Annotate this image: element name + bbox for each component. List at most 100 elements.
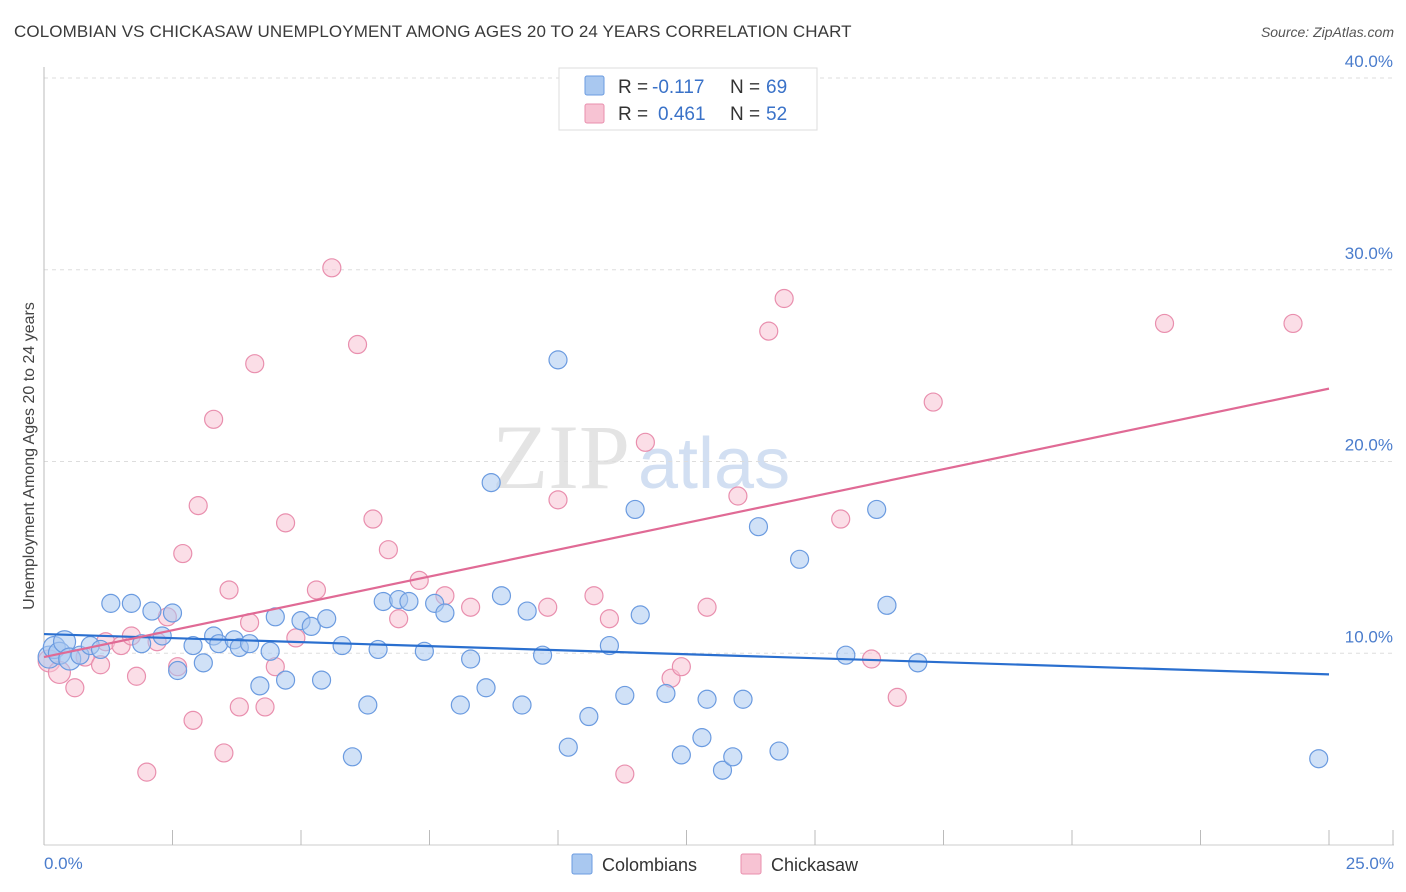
x-tick-label-min: 0.0% — [44, 854, 83, 873]
colombians-point — [671, 745, 691, 765]
chickasaw-point — [461, 597, 481, 617]
colombians-point — [836, 645, 856, 665]
chickasaw-point — [923, 392, 943, 412]
y-tick-label: 10.0% — [1345, 627, 1393, 646]
watermark-atlas: atlas — [638, 424, 790, 504]
axes — [43, 67, 1394, 846]
legend-swatch-chickasaw — [584, 103, 605, 124]
chickasaw-point — [887, 687, 907, 707]
colombians-point — [867, 499, 887, 520]
colombians-point — [152, 626, 172, 646]
colombians-point — [358, 695, 378, 715]
chickasaw-point — [126, 666, 147, 686]
bottom-legend-swatch-chickasaw — [740, 853, 762, 875]
chickasaw-point — [245, 354, 265, 374]
colombians-point — [723, 747, 743, 767]
legend-n-value-colombians: 69 — [766, 77, 787, 98]
colombians-point — [692, 728, 712, 748]
chickasaw-point — [65, 678, 85, 698]
colombians-point — [317, 609, 337, 629]
y-tick-label: 20.0% — [1345, 436, 1393, 455]
y-tick-label: 30.0% — [1345, 244, 1393, 263]
colombians-point — [121, 593, 141, 613]
trendline-chickasaw — [43, 387, 1330, 659]
chickasaw-point — [188, 496, 208, 516]
legend-r-value-chickasaw: 0.461 — [658, 104, 706, 125]
chickasaw-point — [635, 432, 655, 452]
series-chickasaw-points — [37, 258, 1303, 784]
chickasaw-point — [322, 258, 342, 278]
x-tick-label-max: 25.0% — [1346, 854, 1394, 873]
chickasaw-point — [347, 334, 368, 355]
chickasaw-point — [599, 609, 620, 629]
chickasaw-point — [615, 764, 635, 784]
chickasaw-point — [214, 743, 234, 763]
chickasaw-point — [306, 580, 327, 600]
chickasaw-point — [286, 628, 306, 648]
chickasaw-point — [538, 597, 558, 617]
colombians-point — [656, 683, 676, 704]
chickasaw-point — [378, 540, 398, 560]
chickasaw-point — [183, 710, 203, 730]
legend-n-value-chickasaw: 52 — [766, 104, 787, 125]
colombians-point — [481, 472, 501, 493]
legend-n-label-chickasaw: N = — [730, 104, 760, 125]
colombians-point — [368, 639, 388, 660]
colombians-point — [599, 635, 620, 656]
source-credit: Source: ZipAtlas.com — [1260, 24, 1394, 40]
chickasaw-point — [548, 490, 568, 510]
chart-title: COLOMBIAN VS CHICKASAW UNEMPLOYMENT AMON… — [14, 22, 852, 41]
colombians-point — [769, 741, 789, 761]
legend: R = -0.117 N = 69 R = 0.461 N = 52 — [558, 67, 818, 131]
chickasaw-point — [671, 657, 691, 677]
chickasaw-point — [219, 580, 239, 600]
legend-r-label-colombians: R = — [618, 77, 648, 98]
colombians-point — [579, 706, 599, 727]
colombians-point — [101, 593, 121, 613]
colombians-point — [193, 653, 213, 673]
colombians-point — [789, 549, 810, 569]
chickasaw-point — [831, 509, 851, 529]
chickasaw-point — [759, 321, 779, 341]
y-axis-label: Unemployment Among Ages 20 to 24 years — [21, 302, 38, 610]
chickasaw-point — [137, 762, 157, 782]
colombians-point — [142, 601, 162, 621]
colombians-point — [250, 676, 270, 696]
colombians-point — [476, 678, 496, 698]
bottom-legend-colombians: Colombians — [602, 855, 697, 875]
colombians-point — [512, 695, 532, 715]
colombians-point — [162, 603, 183, 623]
x-ticks — [43, 830, 1394, 845]
colombians-point — [625, 499, 645, 520]
chickasaw-point — [229, 697, 249, 717]
colombians-point — [558, 737, 578, 757]
colombians-point — [517, 601, 537, 621]
legend-r-value-colombians: -0.117 — [652, 77, 704, 98]
chickasaw-point — [728, 486, 748, 506]
chickasaw-point — [363, 509, 383, 529]
legend-r-label-chickasaw: R = — [618, 104, 648, 125]
chickasaw-point — [1154, 313, 1175, 334]
colombians-point — [748, 517, 769, 537]
chickasaw-point — [255, 697, 275, 717]
colombians-point — [332, 635, 352, 656]
bottom-legend-swatch-colombians — [571, 853, 593, 875]
bottom-legend-chickasaw: Chickasaw — [771, 855, 859, 875]
colombians-point — [548, 350, 568, 370]
legend-swatch-colombians — [584, 75, 605, 96]
colombians-point — [240, 634, 260, 654]
colombians-point — [491, 586, 512, 606]
chickasaw-point — [697, 597, 717, 617]
chickasaw-point — [275, 513, 296, 533]
colombians-point — [183, 635, 203, 656]
colombians-point — [733, 689, 753, 709]
colombians-point — [435, 603, 455, 623]
colombians-point — [342, 747, 362, 767]
chickasaw-point — [389, 609, 409, 629]
colombians-point — [461, 649, 481, 669]
colombians-point — [697, 689, 717, 709]
colombians-point — [301, 616, 321, 637]
colombians-point — [399, 591, 419, 612]
series-colombians-points — [37, 350, 1329, 780]
colombians-point — [877, 595, 897, 615]
